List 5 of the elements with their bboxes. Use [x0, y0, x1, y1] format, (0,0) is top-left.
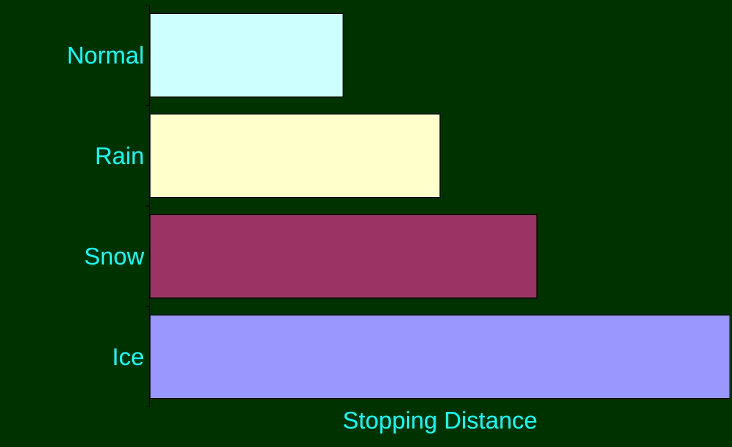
y-tick-label: Rain — [94, 143, 144, 170]
y-tick-label: Ice — [112, 344, 144, 372]
x-axis-title: Stopping Distance — [342, 407, 538, 434]
y-tick-label: Normal — [66, 42, 144, 70]
y-tick-label: Snow — [84, 244, 145, 271]
